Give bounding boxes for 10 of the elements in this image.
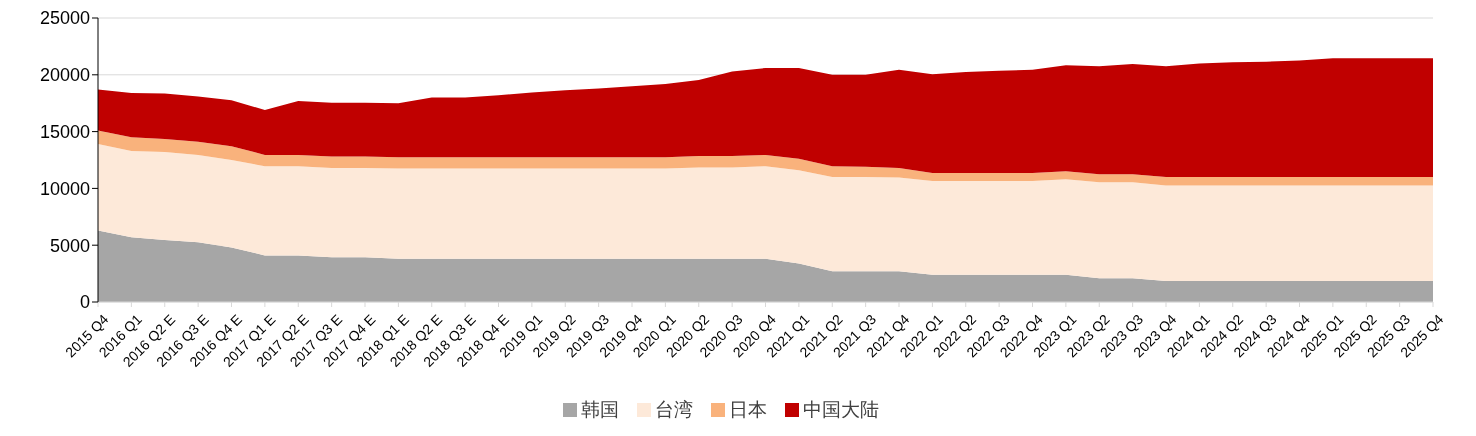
legend-label: 日本 (728, 398, 767, 422)
y-tick-label: 5000 (49, 235, 90, 256)
y-tick-label: 20000 (39, 65, 90, 86)
legend-label: 韩国 (580, 398, 619, 422)
y-tick-label: 15000 (39, 121, 90, 142)
y-tick-label: 10000 (39, 178, 90, 199)
legend-label: 中国大陆 (802, 398, 879, 422)
y-tick-label: 25000 (39, 8, 90, 29)
y-tick-label: 0 (79, 292, 90, 313)
legend-label: 台湾 (654, 398, 693, 422)
